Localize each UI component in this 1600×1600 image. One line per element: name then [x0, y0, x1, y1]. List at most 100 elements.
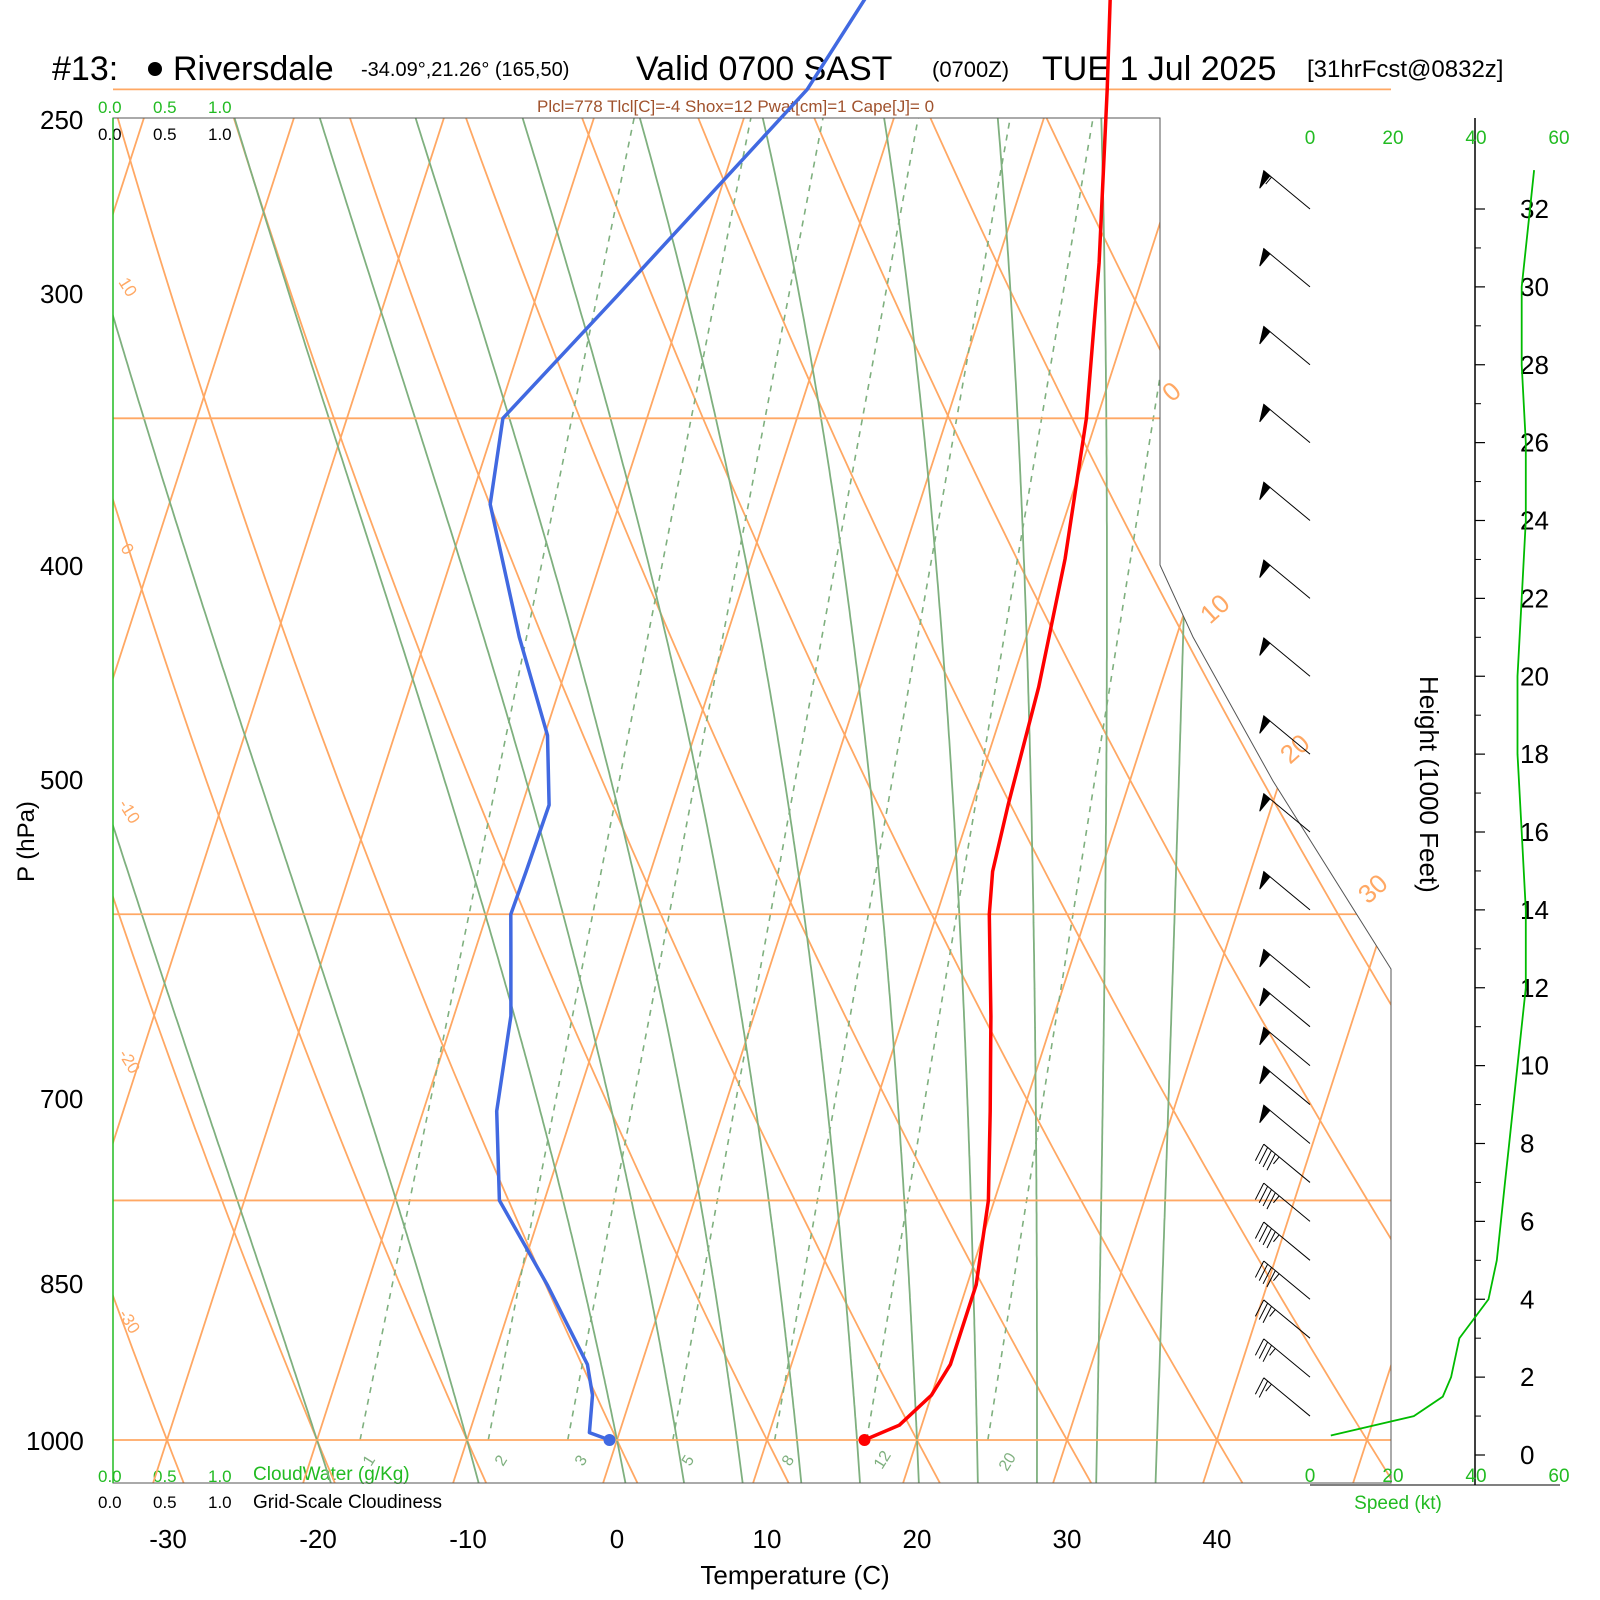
height-tick-label: 8	[1520, 1129, 1534, 1159]
speed-axis-bottom-labels: 0 20 40 60	[1305, 1466, 1570, 1487]
height-tick-label: 14	[1520, 895, 1549, 925]
mixing-ratio-line	[359, 118, 641, 1441]
wind-barb	[1259, 403, 1311, 444]
iso-label-right-10: 10	[1194, 588, 1236, 630]
wind-barb	[1254, 1143, 1311, 1183]
mixing-ratio-line	[566, 118, 830, 1441]
wind-barb	[1259, 1104, 1311, 1144]
forecast-info: [31hrFcst@0832z]	[1307, 56, 1503, 83]
scale-top-green-0: 0.0	[98, 98, 122, 117]
dry-adiabat-line	[123, 118, 964, 1483]
isotherm-line	[438, 118, 1148, 1483]
wind-barb	[1259, 870, 1311, 911]
moist-adiabat-line	[419, 118, 864, 1483]
height-tick-label: 24	[1520, 506, 1549, 536]
iso-label-left-m10: -10	[115, 796, 144, 827]
mixing-ratio-line	[672, 118, 925, 1441]
isotherm-line	[113, 118, 698, 1483]
wind-barb	[1259, 325, 1311, 366]
dewpoint-surface-dot	[603, 1434, 616, 1446]
height-axis-label: Height (1000 Feet)	[1414, 676, 1444, 893]
p-tick-500: 500	[40, 765, 83, 795]
isotherm-line	[1338, 118, 1391, 1483]
dry-adiabat-line	[422, 118, 1391, 1483]
p-tick-850: 850	[40, 1269, 83, 1299]
moist-adiabat-line	[890, 118, 1038, 1483]
dry-adiabat-line	[222, 118, 1117, 1483]
mixing-ratio-line	[773, 118, 1017, 1441]
isotherm-line	[588, 118, 1298, 1483]
y-axis-label: P (hPa)	[13, 801, 40, 882]
wind-barb	[1259, 559, 1311, 599]
isobars	[113, 88, 1391, 1441]
mr-label-12: 12	[871, 1448, 895, 1472]
wind-barb	[1259, 169, 1311, 210]
height-tick-label: 26	[1520, 428, 1549, 458]
dry-adiabat-line	[113, 118, 202, 1483]
forecast-date: TUE 1 Jul 2025	[1042, 50, 1276, 88]
mr-label-3: 3	[572, 1452, 591, 1469]
height-tick-label: 28	[1520, 350, 1549, 380]
scale-bottom-green-1: 0.5	[153, 1467, 177, 1486]
isotherm-line	[138, 118, 848, 1483]
bottom-cloudiness-scale: 0.0 0.5 1.0 Grid-Scale Cloudiness	[98, 1492, 442, 1513]
scale-top-black-1: 0.5	[153, 125, 177, 144]
dry-adiabat-line	[113, 118, 354, 1483]
moist-adiabats	[113, 118, 1199, 1483]
pressure-axis: 250 300 400 500 700 850 1000	[26, 105, 84, 1456]
isotherm-labels: 10 0 -10 -20 -30 0 10 20 30	[115, 274, 1394, 1337]
station-name: Riversdale	[173, 50, 334, 88]
dry-adiabat-line	[621, 118, 1391, 1483]
t-tick-0: 0	[610, 1524, 624, 1554]
p-tick-300: 300	[40, 279, 83, 309]
mr-label-2: 2	[492, 1452, 511, 1469]
station-dot-icon	[148, 62, 162, 76]
iso-label-left-m20: -20	[115, 1046, 144, 1077]
t-tick-m30: -30	[149, 1524, 187, 1554]
speed-top-40: 40	[1465, 128, 1486, 149]
mixing-ratio-line	[487, 118, 758, 1441]
height-tick-label: 22	[1520, 583, 1549, 613]
mixing-ratio-labels: 1 2 3 5 8 12 20	[360, 1448, 1020, 1474]
speed-top-20: 20	[1382, 128, 1403, 149]
speed-bottom-20: 20	[1382, 1466, 1403, 1487]
scale-top-green-1: 0.5	[153, 98, 177, 117]
wind-barb	[1259, 481, 1311, 521]
wind-barb	[1259, 247, 1311, 288]
speed-bottom-40: 40	[1465, 1466, 1486, 1487]
isotherm-line	[1038, 118, 1391, 1483]
scale-bottom-black-1: 0.5	[153, 1493, 177, 1512]
dry-adiabat-line	[322, 118, 1269, 1483]
mixing-ratio-line	[865, 118, 1099, 1441]
dry-adiabat-line	[821, 118, 1391, 1483]
mixing-ratio-lines	[359, 118, 1208, 1441]
station-coords: -34.09°,21.26° (165,50)	[361, 59, 569, 81]
height-tick-label: 20	[1520, 661, 1549, 691]
temperature-surface-dot	[858, 1434, 871, 1446]
wind-barb	[1254, 1377, 1311, 1417]
speed-top-0: 0	[1305, 128, 1316, 149]
scale-bottom-green-2: 1.0	[208, 1467, 232, 1486]
temperature-axis: -30 -20 -10 0 10 20 30 40	[149, 1524, 1231, 1554]
wind-barb	[1254, 1182, 1311, 1222]
dry-adiabat-line	[113, 118, 659, 1483]
wind-barb	[1259, 637, 1311, 677]
dry-adiabat-line	[113, 118, 507, 1483]
speed-axis-top: 0 20 40 60	[1305, 128, 1570, 149]
moist-adiabat-line	[113, 118, 635, 1483]
scale-top-black-0: 0.0	[98, 125, 122, 144]
p-tick-400: 400	[40, 551, 83, 581]
isotherm-line	[288, 118, 998, 1483]
cloudiness-label: Grid-Scale Cloudiness	[253, 1492, 442, 1513]
valid-time: Valid 0700 SAST	[636, 50, 892, 88]
iso-label-left-10: 10	[115, 274, 141, 300]
isotherm-line	[113, 118, 548, 1483]
dry-adiabat-line	[1021, 118, 1391, 1483]
wind-barb	[1259, 987, 1311, 1028]
moist-adiabat-line	[301, 118, 807, 1483]
scale-top-green-2: 1.0	[208, 98, 232, 117]
height-tick-label: 16	[1520, 817, 1549, 847]
moist-adiabat-line	[200, 118, 750, 1483]
speed-bottom-0: 0	[1305, 1466, 1316, 1487]
moist-adiabat-line	[113, 118, 492, 1483]
